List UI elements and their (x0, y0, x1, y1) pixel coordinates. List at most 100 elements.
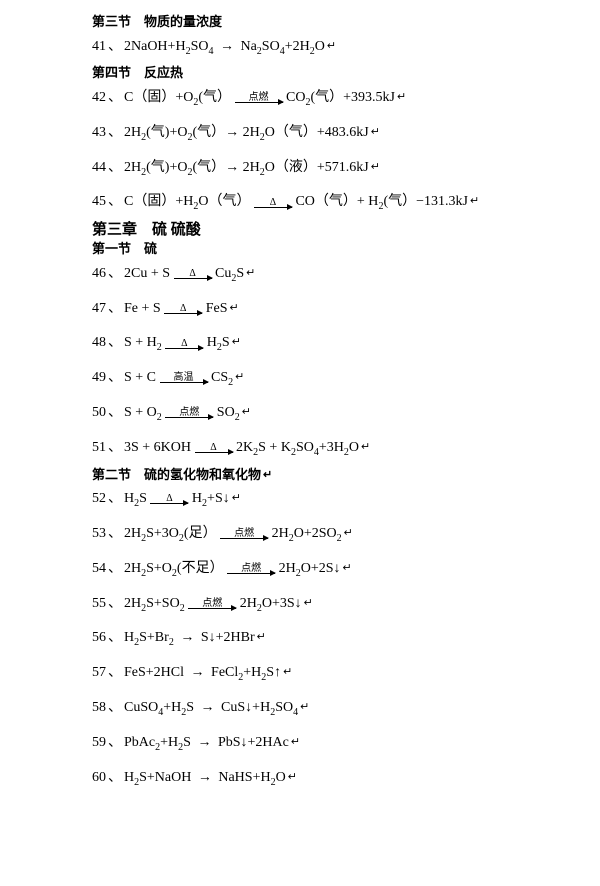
arrow-icon: → (197, 735, 211, 750)
eq-number: 57 (92, 665, 106, 680)
return-icon: ↵ (361, 441, 370, 453)
equation-44: 44、2H2(气)+O2(气）→ 2H2O（液）+571.6kJ↵ (92, 160, 600, 177)
eq-text: (气）→ 2H (192, 160, 259, 175)
eq-text: +2H (285, 39, 310, 54)
separator: 、 (108, 90, 122, 105)
return-icon: ↵ (300, 701, 309, 713)
eq-number: 46 (92, 266, 106, 281)
eq-text: 2H (124, 561, 141, 576)
eq-number: 54 (92, 561, 106, 576)
eq-text: Na (240, 39, 256, 54)
reaction-arrow: 高温 (160, 372, 208, 383)
separator: 、 (108, 125, 122, 140)
subscript: 2 (169, 637, 174, 648)
eq-text: O (349, 440, 359, 455)
separator: 、 (108, 440, 122, 455)
return-icon: ↵ (327, 40, 336, 52)
eq-text: +3H (319, 440, 344, 455)
return-icon: ↵ (232, 492, 241, 504)
equation-47: 47、Fe + S Δ FeS↵ (92, 301, 600, 318)
reaction-arrow: 点燃 (235, 92, 283, 103)
reaction-arrow: Δ (165, 338, 203, 349)
separator: 、 (108, 370, 122, 385)
reaction-arrow: 点燃 (165, 407, 213, 418)
return-icon: ↵ (397, 91, 406, 103)
eq-text: SO (296, 440, 314, 455)
eq-text: H (124, 630, 134, 645)
eq-text: S (236, 266, 244, 281)
eq-text: S+NaOH (139, 770, 191, 785)
eq-text: C（固）+H (124, 194, 193, 209)
eq-text: S + K (258, 440, 291, 455)
eq-text: S+O (146, 561, 172, 576)
arrow-icon: → (180, 630, 194, 645)
equation-57: 57、FeS+2HCl → FeCl2+H2S↑↵ (92, 665, 600, 682)
separator: 、 (108, 700, 122, 715)
eq-text: O (276, 770, 286, 785)
eq-text: PbS↓+2HAc (218, 735, 289, 750)
eq-text: (气)+O (146, 125, 187, 140)
eq-text: (气）−131.3kJ (383, 194, 468, 209)
return-icon: ↵ (344, 527, 353, 539)
eq-text: SO (191, 39, 209, 54)
reaction-arrow: 点燃 (188, 598, 236, 609)
eq-text: Cu (215, 266, 231, 281)
section-4-title: 第四节 反应热 (92, 65, 600, 81)
eq-text: C（固）+O (124, 90, 193, 105)
return-icon: ↵ (343, 562, 352, 574)
separator: 、 (108, 335, 122, 350)
eq-number: 45 (92, 194, 106, 209)
eq-text: H (124, 491, 134, 506)
eq-text: O+2S↓ (301, 561, 341, 576)
eq-text: (气）+393.5kJ (310, 90, 395, 105)
eq-text: 2H (240, 596, 257, 611)
eq-text: S (222, 335, 230, 350)
eq-text: CO (286, 90, 305, 105)
eq-text: (足） (184, 526, 217, 541)
eq-text: +H (243, 665, 261, 680)
eq-number: 51 (92, 440, 106, 455)
equation-56: 56、H2S+Br2 → S↓+2HBr↵ (92, 630, 600, 647)
separator: 、 (108, 735, 122, 750)
eq-number: 58 (92, 700, 106, 715)
separator: 、 (108, 526, 122, 541)
equation-59: 59、PbAc2+H2S → PbS↓+2HAc↵ (92, 735, 600, 752)
eq-text: S (183, 735, 191, 750)
eq-text: (不足） (177, 561, 224, 576)
return-icon: ↵ (246, 267, 255, 279)
separator: 、 (108, 405, 122, 420)
eq-number: 41 (92, 39, 106, 54)
eq-number: 49 (92, 370, 106, 385)
equation-41: 41、2NaOH+H2SO4 → Na2SO4+2H2O↵ (92, 39, 600, 56)
return-icon: ↵ (235, 371, 244, 383)
equation-49: 49、S + C 高温 CS2↵ (92, 370, 600, 387)
subscript: 2 (180, 602, 185, 613)
subscript: 4 (293, 707, 298, 718)
arrow-icon: → (191, 665, 205, 680)
eq-number: 50 (92, 405, 106, 420)
equation-51: 51、3S + 6KOH Δ 2K2S + K2SO4+3H2O↵ (92, 440, 600, 457)
eq-text: SO (217, 405, 235, 420)
equation-42: 42、C（固）+O2(气） 点燃 CO2(气）+393.5kJ↵ (92, 90, 600, 107)
return-icon: ↵ (263, 469, 272, 481)
eq-text: H (124, 770, 134, 785)
eq-text: 2H (279, 561, 296, 576)
equation-46: 46、2Cu + S Δ Cu2S↵ (92, 266, 600, 283)
reaction-arrow: Δ (254, 197, 292, 208)
eq-text: S+3O (146, 526, 179, 541)
eq-text: Fe + S (124, 301, 161, 316)
eq-text: 2H (124, 125, 141, 140)
subscript: 2 (157, 412, 162, 423)
return-icon: ↵ (257, 631, 266, 643)
equation-54: 54、2H2S+O2(不足） 点燃 2H2O+2S↓↵ (92, 561, 600, 578)
eq-text: +S↓ (207, 491, 230, 506)
eq-text: O+3S↓ (262, 596, 302, 611)
eq-text: NaHS+H (218, 770, 270, 785)
eq-text: O+2SO (294, 526, 337, 541)
eq-number: 48 (92, 335, 106, 350)
eq-text: FeS+2HCl (124, 665, 184, 680)
eq-text: CuS↓+H (221, 700, 270, 715)
chapter-3-title: 第三章 硫 硫酸 (92, 221, 600, 239)
eq-text: (气）→ 2H (192, 125, 259, 140)
reaction-arrow: Δ (195, 442, 233, 453)
